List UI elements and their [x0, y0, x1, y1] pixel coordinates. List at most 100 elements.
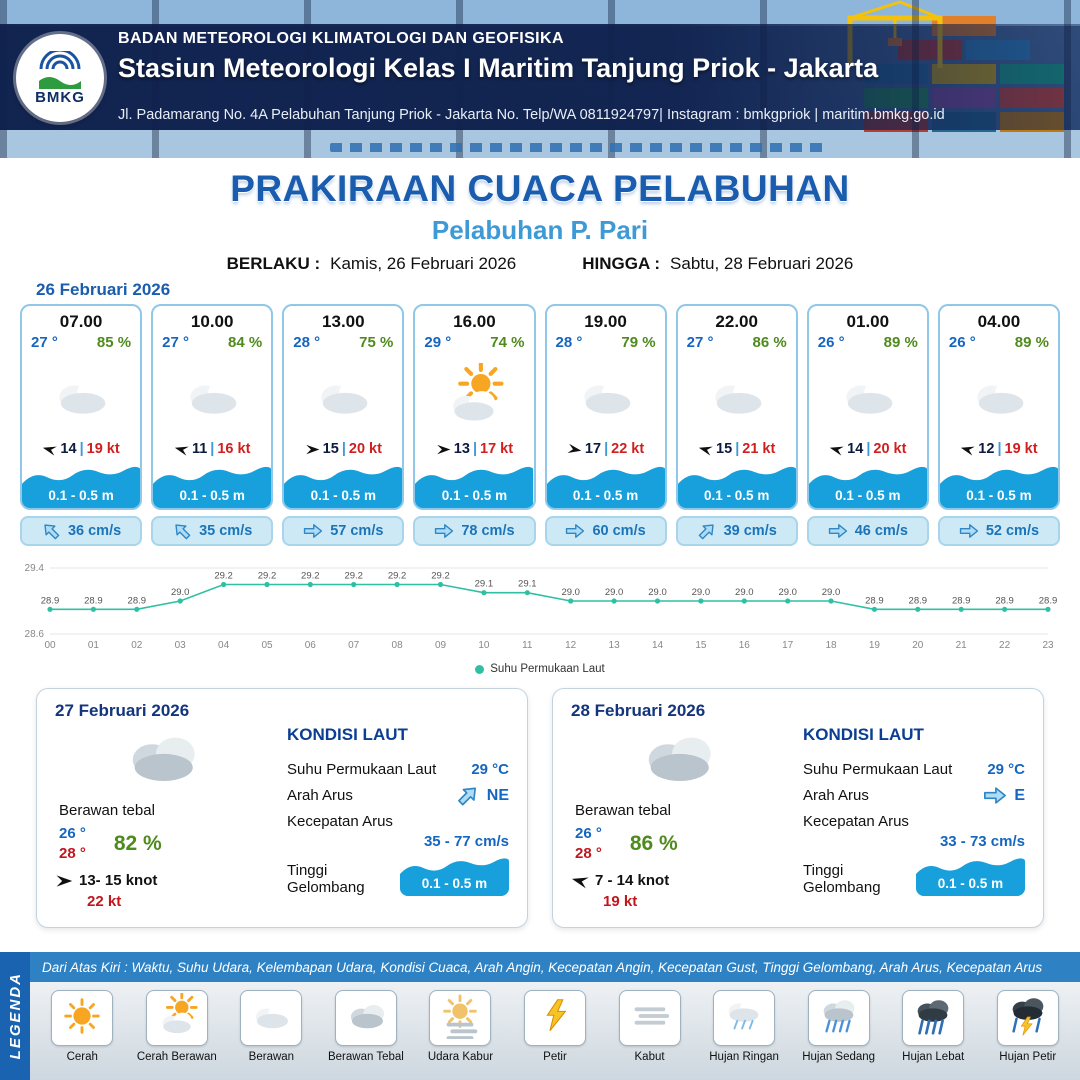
- legend-item: Berawan: [225, 990, 318, 1064]
- current-speed-box: 57 cm/s: [282, 516, 405, 546]
- wave-height-row: Tinggi Gelombang 0.1 - 0.5 m: [803, 854, 1025, 896]
- current-speed: 78 cm/s: [461, 523, 515, 539]
- day-summary-card: 27 Februari 2026 Berawan tebal 26 ° 28 °…: [36, 688, 528, 928]
- current-speed-label: Kecepatan Arus: [803, 813, 909, 830]
- temp-min: 26 °: [575, 825, 602, 842]
- station-address: Jl. Padamarang No. 4A Pelabuhan Tanjung …: [118, 107, 945, 123]
- wave-height: 0.1 - 0.5 m: [937, 876, 1004, 891]
- current-speed-row: Kecepatan Arus: [803, 813, 1025, 830]
- temp-max: 28 °: [575, 845, 602, 863]
- wind-separator: |: [735, 441, 740, 457]
- svg-text:05: 05: [261, 640, 273, 651]
- wind-row: 13 | 17 kt: [415, 441, 533, 457]
- wind-gust: 19 kt: [1004, 441, 1038, 457]
- legend-item: Petir: [509, 990, 602, 1064]
- legend-icon-box: [429, 990, 492, 1046]
- station-name: Stasiun Meteorologi Kelas I Maritim Tanj…: [118, 53, 879, 83]
- forecast-card: 22.00 27 ° 86 % 15 | 21 kt 0.1 - 0.5 m 3…: [675, 304, 798, 546]
- weather-icon: [809, 351, 927, 441]
- valid-from-value: Kamis, 26 Februari 2026: [330, 254, 517, 273]
- wave-height-box: 0.1 - 0.5 m: [915, 854, 1025, 896]
- humidity: 86 %: [752, 334, 787, 351]
- wind-gust: 20 kt: [873, 441, 907, 457]
- current-speed: 35 cm/s: [199, 523, 253, 539]
- condition-label: Berawan tebal: [575, 802, 671, 819]
- legend-item-label: Hujan Lebat: [902, 1051, 965, 1063]
- wave-height: 0.1 - 0.5 m: [310, 488, 376, 503]
- legend-item-label: Berawan Tebal: [327, 1051, 404, 1063]
- weather-icon: [22, 351, 140, 441]
- current-speed-box: 46 cm/s: [806, 516, 929, 546]
- forecast-card: 04.00 26 ° 89 % 12 | 19 kt 0.1 - 0.5 m 5…: [937, 304, 1060, 546]
- legend-item: Cerah: [36, 990, 129, 1064]
- current-direction-icon: [959, 523, 979, 539]
- sea-surface-temp: 29 °C: [987, 761, 1025, 778]
- legend-item: Hujan Ringan: [698, 990, 791, 1064]
- current-direction-icon: [694, 518, 719, 543]
- current-speed-label: Kecepatan Arus: [287, 813, 393, 830]
- wave-height: 0.1 - 0.5 m: [48, 488, 114, 503]
- cloud-thick-icon: [343, 993, 389, 1044]
- wave-height: 0.1 - 0.5 m: [835, 488, 901, 503]
- legend-icon-box: [618, 990, 681, 1046]
- air-temperature: 28 °: [293, 334, 321, 351]
- valid-until-label: HINGGA :: [582, 254, 661, 273]
- wave-height-band: 0.1 - 0.5 m: [22, 462, 141, 508]
- humidity: 79 %: [621, 334, 656, 351]
- legend-item: Berawan Tebal: [320, 990, 413, 1064]
- temp-humidity-row: 26 ° 89 %: [809, 332, 927, 351]
- forecast-time: 19.00: [584, 312, 627, 331]
- day-card-body: Berawan tebal 26 ° 28 ° 86 % 7 - 14 knot…: [571, 721, 1025, 910]
- bmkg-emblem-icon: [39, 50, 81, 89]
- current-direction-icon: [38, 518, 63, 543]
- forecast-card-box: 10.00 27 ° 84 % 11 | 16 kt 0.1 - 0.5 m: [151, 304, 274, 510]
- temp-humidity-row: 27 ° 84 %: [153, 332, 271, 351]
- wind-direction-icon: [436, 442, 451, 457]
- svg-text:29.2: 29.2: [388, 571, 407, 582]
- wave-height-band: 0.1 - 0.5 m: [546, 462, 665, 508]
- wind-speed: 14: [60, 441, 77, 457]
- forecast-card-box: 07.00 27 ° 85 % 14 | 19 kt 0.1 - 0.5 m: [20, 304, 143, 510]
- svg-text:09: 09: [435, 640, 447, 651]
- legend-item-label: Udara Kabur: [427, 1051, 494, 1063]
- wind-row: 15 | 21 kt: [678, 441, 796, 457]
- wind-direction-icon: [827, 440, 845, 458]
- legend-item: Hujan Lebat: [887, 990, 980, 1064]
- weather-icon: [284, 351, 402, 441]
- svg-text:29.1: 29.1: [475, 579, 494, 590]
- temp-humidity-row: 28 ° 79 %: [547, 332, 665, 351]
- legend-icon-box: [902, 990, 965, 1046]
- current-direction: NE: [486, 786, 509, 804]
- temp-humidity-row: 26 ° 89 %: [940, 332, 1058, 351]
- legend-icon-box: [145, 990, 208, 1046]
- chart-legend: Suhu Permukaan Laut: [20, 663, 1060, 675]
- sst-chart-section: 29.4 28.6 28.9 00 28.9 01 28.9 02 29.0 03 29.2 04 29…: [20, 554, 1060, 675]
- condition-label: Berawan tebal: [59, 802, 155, 819]
- temp-min: 26 °: [59, 825, 86, 842]
- wind-speed: 15: [716, 441, 733, 457]
- wind-row: 14 | 20 kt: [809, 441, 927, 457]
- wave-height-band: 0.1 - 0.5 m: [153, 462, 272, 508]
- wind-row: 7 - 14 knot: [571, 872, 669, 890]
- thunderstorm-icon: [1005, 993, 1051, 1044]
- agency-name: BADAN METEOROLOGI KLIMATOLOGI DAN GEOFIS…: [118, 30, 564, 47]
- wind-direction-icon: [41, 440, 59, 458]
- wind-row: 11 | 16 kt: [153, 441, 271, 457]
- legend-icon-box: [524, 990, 586, 1046]
- forecast-card: 19.00 28 ° 79 % 17 | 22 kt 0.1 - 0.5 m 6…: [544, 304, 667, 546]
- legend-icon-box: [51, 990, 114, 1046]
- legend-icons-row: Cerah Cerah Berawan Berawan Berawan Teba…: [30, 982, 1080, 1080]
- wind-direction-icon: [55, 872, 73, 890]
- svg-text:16: 16: [739, 640, 751, 651]
- legend-icon-box: [240, 990, 303, 1046]
- svg-text:29.0: 29.0: [735, 587, 754, 598]
- temp-humidity-group: 26 ° 28 ° 82 %: [59, 824, 162, 865]
- wind-direction-icon: [566, 440, 583, 457]
- wind-row: 17 | 22 kt: [547, 441, 665, 457]
- temp-humidity-row: 27 ° 85 %: [22, 332, 140, 351]
- wind-speed: 11: [191, 441, 208, 457]
- weather-icon: [678, 351, 796, 441]
- current-speed: 33 - 73 cm/s: [939, 833, 1025, 850]
- legend-icon-box: [807, 990, 870, 1046]
- header: BMKG BADAN METEOROLOGI KLIMATOLOGI DAN G…: [0, 0, 1080, 158]
